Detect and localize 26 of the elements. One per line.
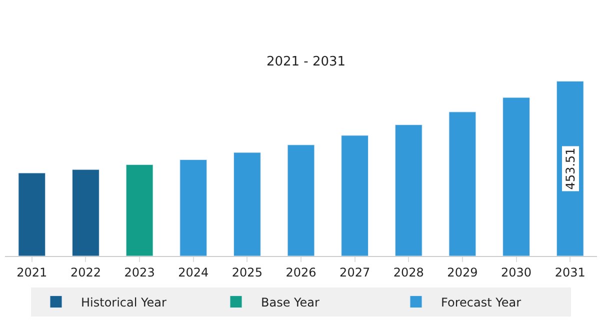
- bar: [72, 169, 100, 256]
- chart-title: 2021 - 2031: [266, 54, 346, 70]
- bar: [287, 144, 315, 256]
- x-tick-label: 2022: [70, 265, 102, 280]
- bar: [341, 135, 369, 256]
- x-tick-label: 2030: [500, 265, 532, 280]
- x-tick-label: 2029: [447, 265, 478, 280]
- bar: [448, 112, 476, 256]
- bar: [233, 152, 261, 256]
- legend-label: Base Year: [261, 295, 320, 310]
- bar: [394, 124, 422, 256]
- x-tick-label: 2023: [124, 265, 155, 280]
- x-tick-label: 2028: [393, 265, 424, 280]
- legend-label: Historical Year: [81, 295, 166, 310]
- bar: [126, 164, 154, 256]
- x-tick-label: 2021: [16, 265, 48, 280]
- x-tick-label: 2025: [232, 265, 262, 280]
- bar: [18, 172, 46, 256]
- x-tick-label: 2027: [340, 265, 370, 280]
- x-tick-label: 2024: [178, 265, 209, 280]
- x-tick-label: 2031: [554, 265, 586, 280]
- bar: [502, 97, 530, 256]
- legend-label: Forecast Year: [441, 295, 522, 310]
- x-tick-label: 2026: [286, 265, 316, 280]
- data-label: 453.51: [563, 148, 578, 190]
- bar: [180, 159, 208, 256]
